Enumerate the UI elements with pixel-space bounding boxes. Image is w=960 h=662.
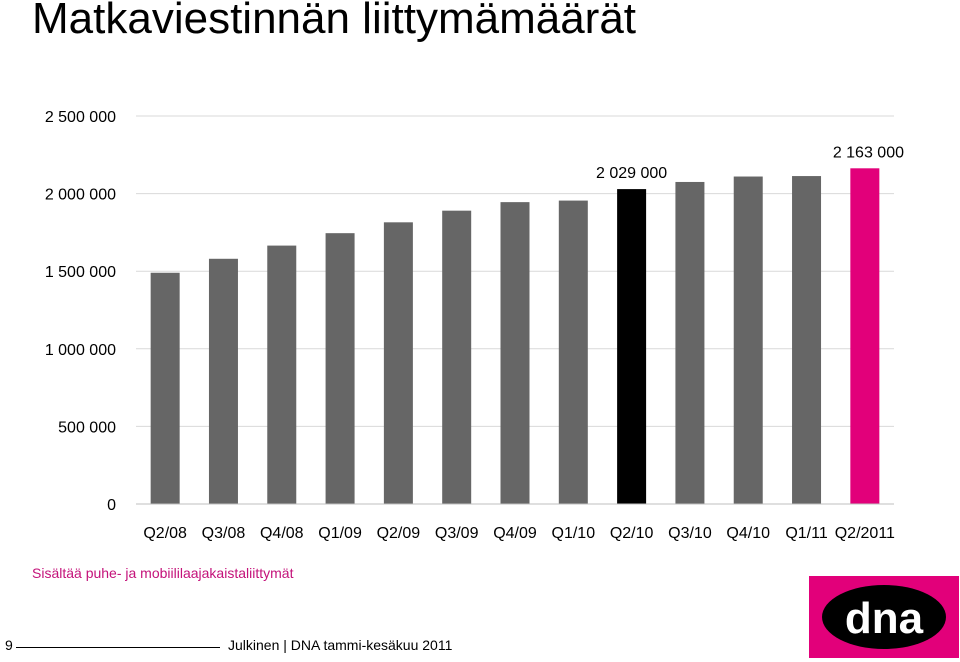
bar-q3-09 — [442, 210, 472, 504]
x-tick-label: Q3/09 — [435, 525, 479, 542]
x-tick-label: Q1/09 — [318, 525, 362, 542]
data-label: 2 163 000 — [833, 144, 904, 161]
x-tick-label: Q2/2011 — [835, 525, 895, 542]
bar-q4-08 — [267, 245, 297, 505]
y-tick-label: 2 500 000 — [45, 109, 116, 126]
bars — [150, 168, 880, 505]
bar-q3-08 — [208, 258, 238, 504]
x-tick-label: Q4/08 — [260, 525, 304, 542]
data-label: 2 029 000 — [596, 165, 667, 182]
bar-q3-10 — [675, 181, 705, 504]
x-tick-label: Q3/10 — [668, 525, 712, 542]
footnote: Sisältää puhe- ja mobiililaajakaistaliit… — [32, 565, 294, 581]
bar-q1-10 — [558, 200, 588, 505]
bar-q2-2011 — [850, 168, 880, 504]
footer-text: Julkinen | DNA tammi-kesäkuu 2011 — [228, 637, 453, 653]
bar-q4-09 — [500, 202, 530, 505]
x-tick-label: Q1/10 — [552, 525, 596, 542]
dna-logo: dna — [809, 576, 959, 658]
page-number: 9 — [5, 637, 13, 653]
x-tick-label: Q4/10 — [726, 525, 770, 542]
y-tick-label: 0 — [107, 497, 116, 514]
logo-wordmark: dna — [845, 594, 924, 643]
y-tick-label: 2 000 000 — [45, 187, 116, 204]
bar-q2-09 — [383, 222, 413, 504]
data-labels: 2 029 000 2 163 000 — [596, 144, 904, 182]
bar-q1-09 — [325, 233, 355, 504]
x-tick-label: Q2/10 — [610, 525, 654, 542]
bar-q2-08 — [150, 272, 180, 504]
footer-divider — [16, 647, 220, 648]
bar-q1-11 — [792, 176, 822, 505]
logo-oval — [822, 585, 946, 649]
y-tick-label: 500 000 — [58, 419, 116, 436]
x-tick-label: Q2/09 — [377, 525, 421, 542]
x-tick-label: Q3/08 — [202, 525, 246, 542]
page-title: Matkaviestinnän liittymämäärät — [32, 0, 637, 43]
slide-footer: 9 Julkinen | DNA tammi-kesäkuu 2011 — [0, 627, 960, 662]
bar-q2-10 — [617, 189, 647, 505]
bar-q4-10 — [733, 176, 763, 504]
x-tick-label: Q1/11 — [785, 525, 828, 542]
x-axis-tick-labels: Q2/08 Q3/08 Q4/08 Q1/09 Q2/09 Q3/09 Q4/09 Q1/10… — [143, 525, 895, 542]
x-tick-label: Q4/09 — [493, 525, 537, 542]
x-tick-label: Q2/08 — [143, 525, 187, 542]
y-tick-label: 1 500 000 — [45, 264, 116, 281]
y-axis-tick-labels: 0 500 000 1 000 000 1 500 000 2 000 000 2 500… — [45, 109, 116, 514]
y-tick-label: 1 000 000 — [45, 342, 116, 359]
bar-chart: 0 500 000 1 000 000 1 500 000 2 000 000 2 500… — [45, 109, 904, 542]
